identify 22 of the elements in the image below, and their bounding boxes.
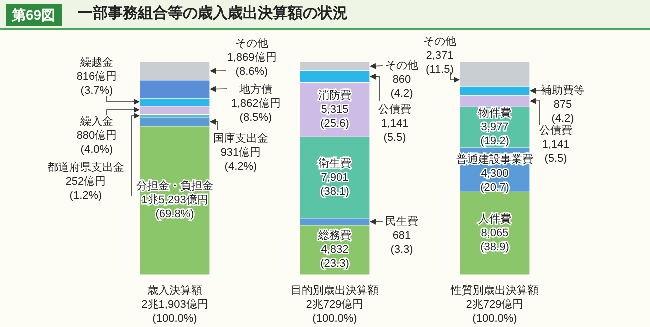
data-label: 衛生費 7,901 (38.1) — [318, 156, 352, 198]
data-label: 総務費 4,832 (23.3) — [318, 229, 352, 270]
data-label: その他 1,869億円 (8.6%) — [227, 38, 277, 78]
data-label: その他 860 (4.2) — [386, 60, 418, 100]
figure-number-badge: 第69図 — [6, 4, 62, 26]
data-label: 消防費 5,315 (25.6) — [318, 88, 352, 130]
data-label: 公債費 1,141 (5.5) — [540, 124, 572, 165]
x-tick-label: 目的別歳出決算額 2兆729億円 (100.0%) — [291, 284, 379, 325]
data-label: 人件費 8,065 (38.9) — [478, 212, 512, 254]
data-label: 地方債 1,862億円 (8.5%) — [231, 83, 281, 124]
chart-title: 一部事務組合等の歳入歳出決算額の状況 — [78, 4, 348, 24]
data-label: 公債費 1,141 (5.5) — [378, 103, 412, 144]
x-tick-label: 性質別歳出決算額 2兆729億円 (100.0%) — [450, 284, 539, 325]
data-label: 繰越金 816億円 (3.7%) — [76, 56, 118, 97]
data-label: 繰入金 880億円 (4.0%) — [76, 115, 118, 156]
data-label: 国庫支出金 931億円 (4.2%) — [214, 132, 268, 173]
data-label: 補助費等 875 (4.2) — [541, 84, 585, 125]
data-label: その他 2,371 (11.5) — [424, 36, 456, 76]
x-tick-label: 歳入決算額 2兆1,903億円 (100.0%) — [142, 284, 208, 325]
data-label: 民生費 681 (3.3) — [386, 215, 418, 256]
data-label: 物件費 3,977 (19.2) — [478, 106, 512, 148]
data-label: 都道府県支出金 252億円 (1.2%) — [48, 161, 124, 202]
